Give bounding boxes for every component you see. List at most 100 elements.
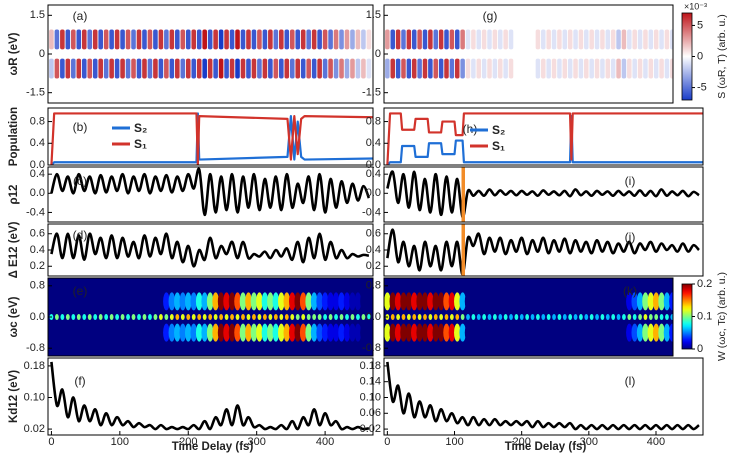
y-tick-label: 0.02: [24, 423, 45, 435]
heatmap-cell: [349, 292, 356, 311]
heatmap-cell: [354, 323, 362, 342]
heatmap-cell: [577, 323, 585, 342]
heatmap-cell: [535, 58, 541, 79]
heatmap-cell: [223, 323, 230, 342]
y-tick-label: 0.8: [30, 280, 45, 292]
heatmap-cell: [497, 323, 504, 342]
heatmap-cell: [316, 292, 323, 311]
heatmap-cell: [75, 323, 83, 342]
heatmap-cell: [497, 292, 504, 311]
heatmap-cell: [306, 58, 311, 79]
heatmap-cell: [471, 29, 476, 50]
heatmap-cell: [98, 58, 103, 79]
heatmap-cell: [137, 314, 141, 320]
panel: 0.8 0.0 -0.8 ωc (eV) (e): [8, 277, 374, 357]
y-tick-label: 0.18: [24, 360, 45, 372]
heatmap-cell: [487, 29, 492, 50]
x-tick-label: 400: [647, 436, 665, 448]
heatmap-cell: [136, 58, 142, 79]
heatmap-cell: [246, 29, 251, 50]
heatmap-cell: [235, 58, 240, 79]
heatmap-cell: [240, 29, 246, 50]
heatmap-cell: [556, 323, 563, 342]
heatmap-cell: [284, 314, 289, 320]
y-tick-label: 0.2: [366, 260, 381, 272]
heatmap-cell: [610, 58, 616, 79]
colorbar-tick-label: 0.1: [697, 310, 712, 322]
heatmap-cell: [384, 292, 391, 311]
heatmap-cell: [157, 292, 165, 311]
heatmap-cell: [321, 323, 329, 342]
heatmap-cell: [54, 58, 60, 79]
y-tick-label: 0.4: [30, 137, 45, 149]
heatmap-cell: [449, 314, 454, 320]
heatmap-cell: [306, 314, 311, 320]
heatmap-cell: [332, 323, 340, 342]
heatmap-cell: [535, 29, 541, 50]
heatmap-cell: [567, 58, 573, 79]
heatmap-cell: [60, 314, 65, 320]
heatmap-cell: [514, 314, 519, 320]
heatmap-cell: [405, 323, 413, 342]
y-tick-label: 0.4: [366, 244, 381, 256]
heatmap-cell: [153, 58, 158, 79]
heatmap-cell: [82, 314, 87, 320]
heatmap-cell: [195, 323, 203, 342]
heatmap-cell: [239, 292, 247, 311]
heatmap-cell: [115, 314, 120, 320]
heatmap-cell: [540, 323, 547, 342]
heatmap-cell: [636, 292, 644, 311]
frame: [383, 166, 704, 223]
heatmap-cell: [334, 314, 338, 320]
heatmap-cell: [632, 314, 637, 320]
heatmap-cell: [365, 323, 373, 342]
heatmap-cell: [355, 29, 361, 50]
heatmap-cell: [593, 292, 601, 311]
panel: 1.5 0 -1.5 (g) 5 0 -5 ×10⁻³ S (ωR, T) (arb. u.): [362, 1, 728, 104]
heatmap-cell: [385, 29, 390, 50]
heatmap-cell: [284, 58, 290, 79]
heatmap-cell: [241, 314, 245, 320]
heatmap-cell: [669, 292, 673, 311]
x-tick-label: 0: [384, 436, 390, 448]
heatmap-cell: [648, 29, 654, 50]
heatmap-cell: [627, 29, 632, 50]
x-axis-label: Time Delay (fs): [505, 441, 587, 453]
heatmap-cell: [502, 292, 509, 311]
heatmap-cell: [218, 29, 224, 50]
heatmap-cell: [481, 29, 487, 50]
heatmap-cell: [507, 323, 515, 342]
heatmap-cell: [65, 29, 71, 50]
heatmap-cell: [600, 29, 605, 50]
heatmap-cell: [70, 292, 77, 311]
heatmap-cell: [148, 314, 152, 320]
heatmap-cell: [578, 29, 584, 50]
heatmap-cell: [551, 29, 557, 50]
heatmap-cell: [201, 292, 208, 311]
y-tick-label: 0.18: [360, 360, 381, 372]
y-tick-label: 0.4: [30, 168, 45, 180]
heatmap-cell: [197, 314, 202, 320]
heatmap-cell: [294, 323, 302, 342]
heatmap-cell: [272, 292, 280, 311]
heatmap-cell: [524, 58, 530, 79]
heatmap-cell: [509, 314, 513, 320]
heatmap-cell: [557, 58, 562, 79]
heatmap-cell: [343, 292, 351, 311]
heatmap-cell: [438, 58, 444, 79]
y-tick-label: 1.5: [30, 9, 45, 21]
heatmap-cell: [432, 323, 439, 342]
heatmap-cell: [207, 58, 213, 79]
y-tick-label: -0.8: [362, 342, 381, 354]
heatmap-cell: [498, 58, 503, 79]
heatmap-cell: [310, 323, 318, 342]
heatmap-cell: [235, 314, 240, 320]
heatmap-cell: [195, 292, 203, 311]
heatmap-cell: [120, 29, 125, 50]
heatmap-cell: [572, 323, 579, 342]
heatmap-cell: [317, 58, 322, 79]
heatmap-cell: [146, 292, 154, 311]
heatmap-cell: [300, 58, 306, 79]
frame: [383, 357, 704, 436]
heatmap-cell: [93, 314, 98, 320]
